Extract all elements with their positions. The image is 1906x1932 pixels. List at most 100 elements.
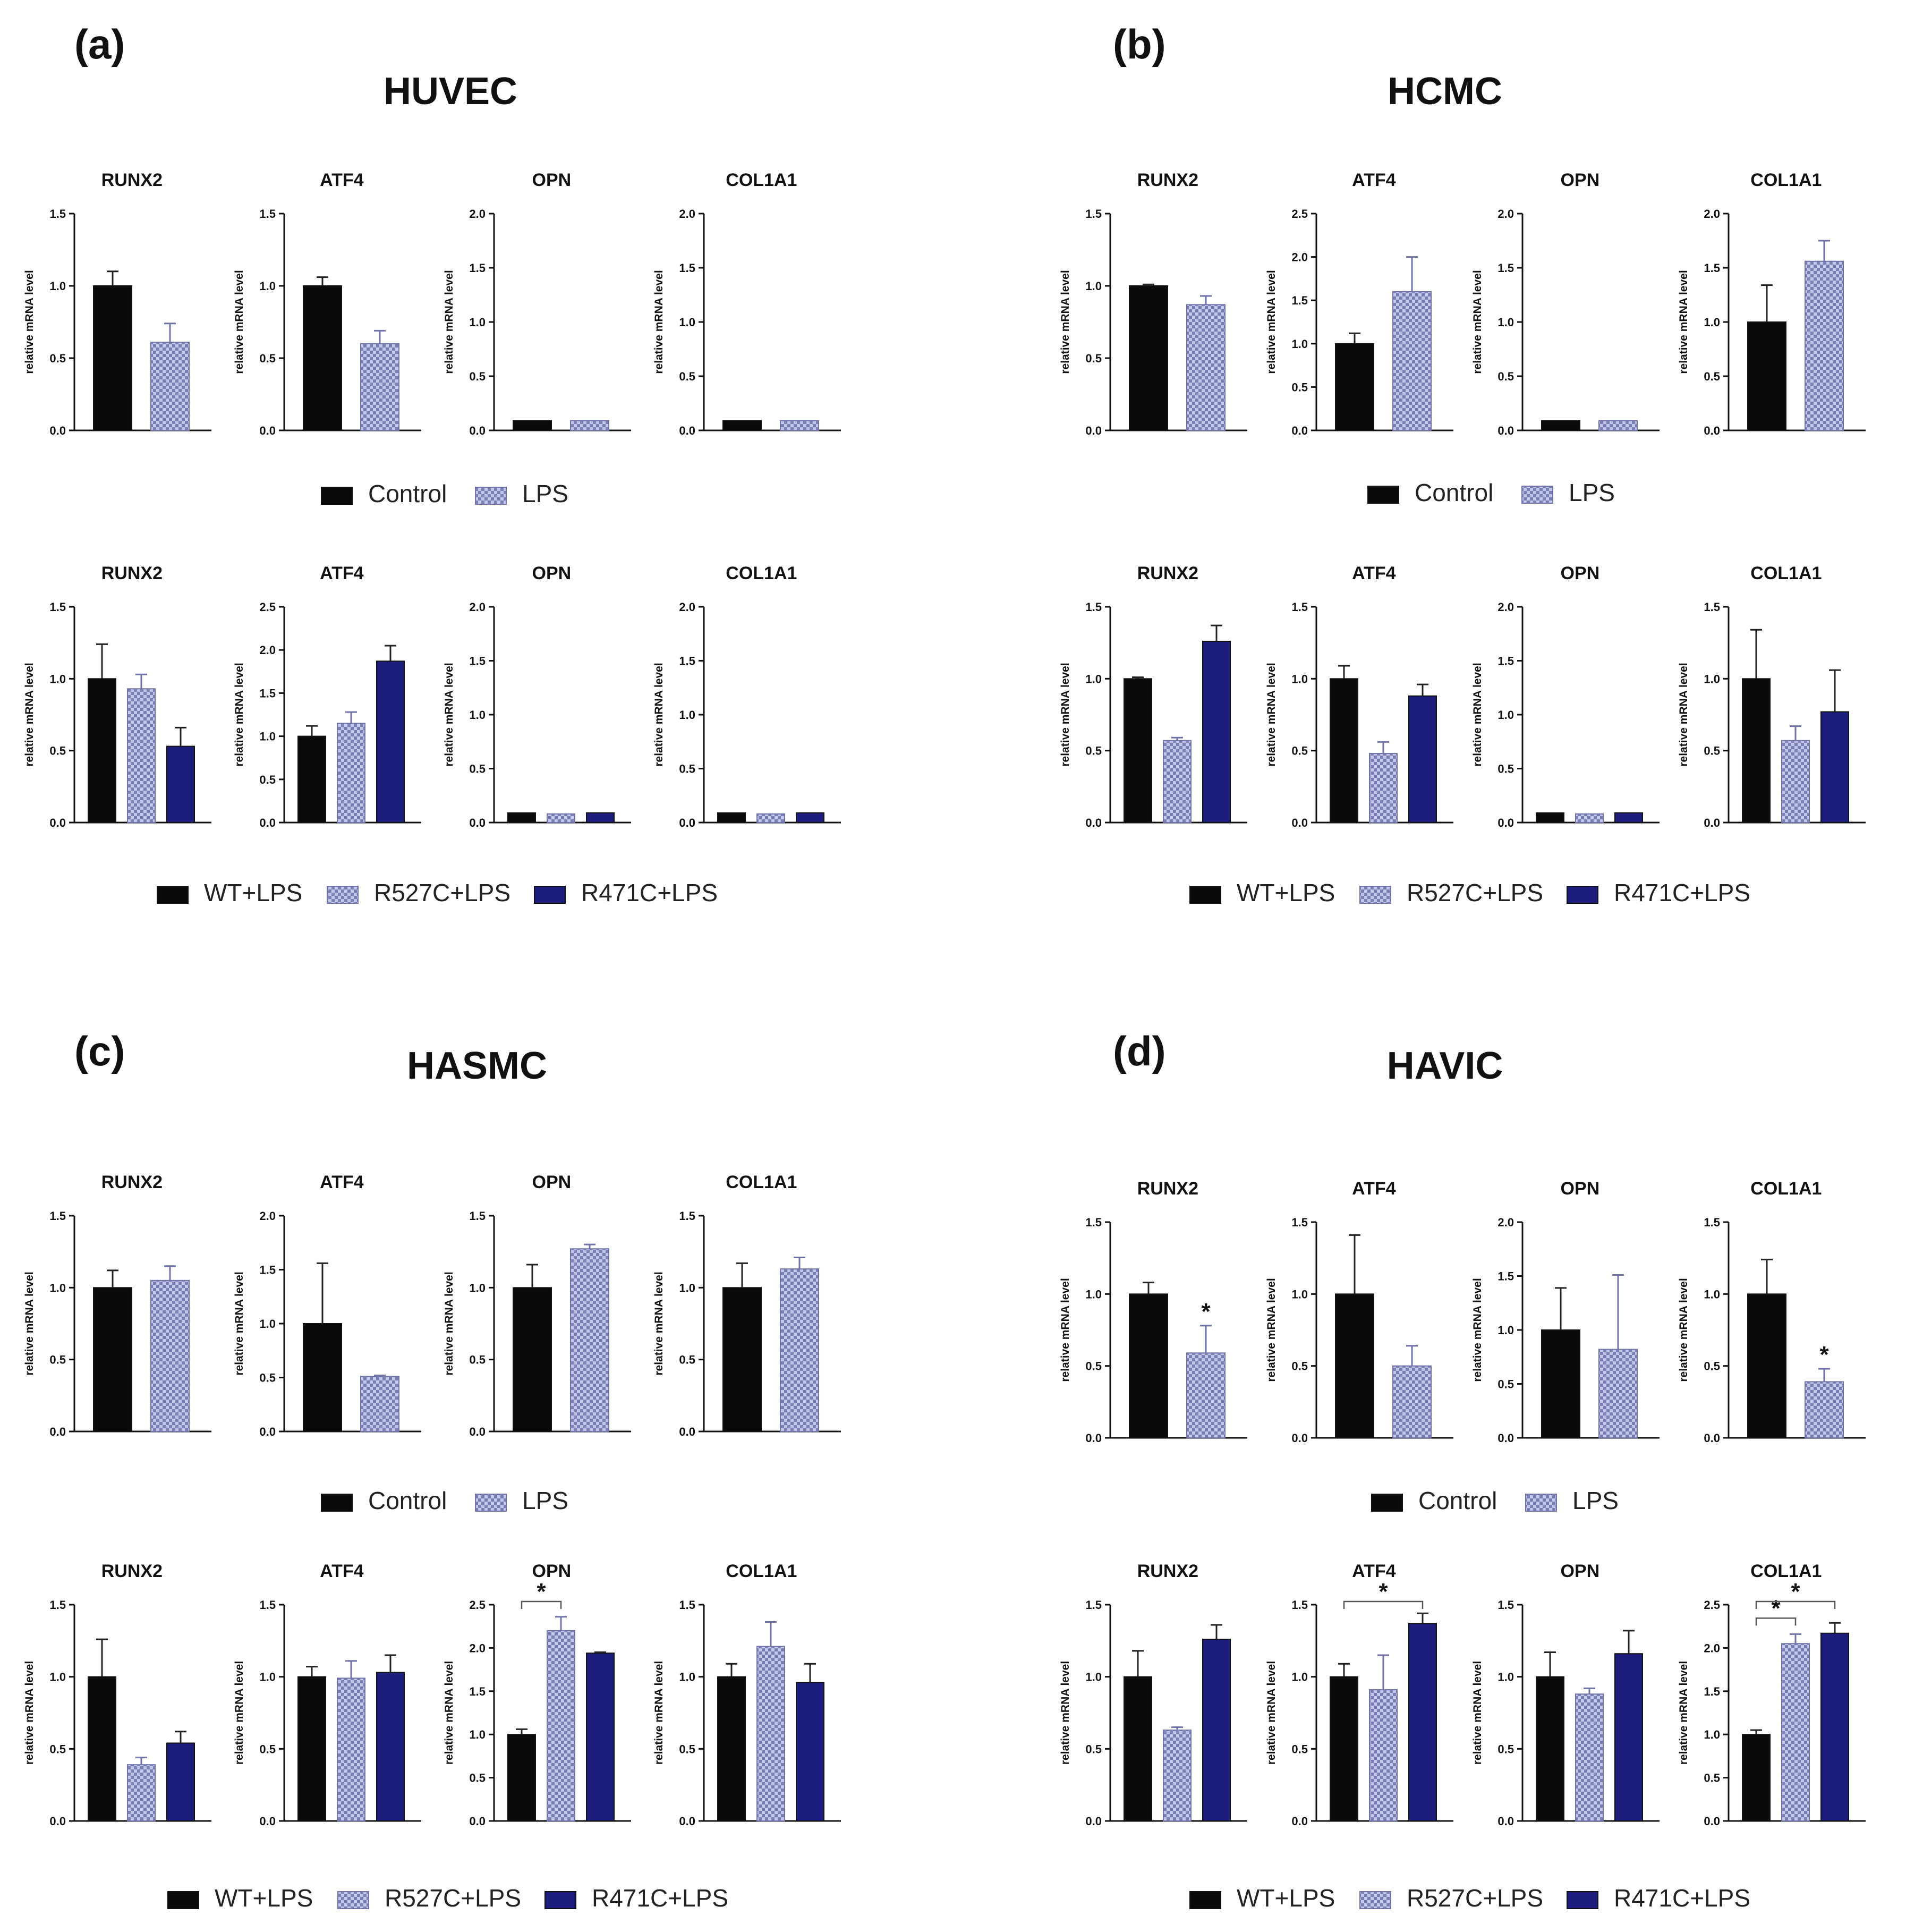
chart-title: RUNX2 bbox=[101, 1172, 163, 1192]
y-tick-label: 1.5 bbox=[259, 1598, 276, 1612]
chart-title: ATF4 bbox=[1352, 1179, 1396, 1199]
panel-label: (d) bbox=[1113, 1028, 1166, 1074]
y-tick-label: 0.0 bbox=[49, 1425, 66, 1438]
y-tick-label: 1.0 bbox=[259, 1671, 276, 1684]
y-tick-label: 1.5 bbox=[259, 207, 276, 221]
y-tick-label: 0.5 bbox=[49, 352, 66, 365]
significance-bracket bbox=[1343, 1600, 1424, 1609]
chart-title: ATF4 bbox=[320, 563, 364, 583]
panel-label: (c) bbox=[74, 1028, 125, 1074]
y-tick-label: 0.5 bbox=[679, 1742, 695, 1756]
y-tick-label: 0.0 bbox=[1291, 424, 1308, 437]
chart-title: RUNX2 bbox=[101, 170, 163, 190]
legend-label: R527C+LPS bbox=[385, 1884, 521, 1912]
chart-b2-ATF4: ATF4 relative mRNA level 0.0 0.5 1.0 1.5 bbox=[1265, 563, 1453, 829]
y-tick-label: 0.0 bbox=[1704, 424, 1720, 437]
bar-WT+LPS bbox=[297, 735, 326, 823]
y-axis-label: relative mRNA level bbox=[23, 270, 36, 374]
chart-title: COL1A1 bbox=[726, 1172, 797, 1192]
chart-title: COL1A1 bbox=[726, 1561, 797, 1581]
legend-swatch bbox=[544, 1891, 576, 1909]
legend-swatch bbox=[167, 1891, 199, 1909]
bar-R527C+LPS bbox=[1369, 753, 1398, 823]
legend-swatch bbox=[475, 487, 507, 505]
y-tick-label: 0.5 bbox=[679, 370, 695, 383]
y-tick-label: 0.0 bbox=[259, 1815, 276, 1828]
y-tick-label: 1.5 bbox=[679, 655, 695, 668]
y-tick-label: 1.5 bbox=[49, 600, 66, 614]
y-tick-label: 2.0 bbox=[469, 207, 486, 221]
legend-swatch bbox=[321, 1494, 353, 1512]
y-tick-label: 0.0 bbox=[1704, 816, 1720, 829]
y-tick-label: 0.5 bbox=[1497, 370, 1514, 383]
chart-d1-ATF4: ATF4 relative mRNA level 0.0 0.5 1.0 1.5 bbox=[1265, 1179, 1453, 1445]
bar-R471C+LPS bbox=[796, 1682, 824, 1822]
bar-R527C+LPS bbox=[1163, 1730, 1192, 1822]
y-tick-label: 0.5 bbox=[1085, 1742, 1102, 1756]
bar-R471C+LPS bbox=[166, 745, 195, 823]
bar-R527C+LPS bbox=[1163, 740, 1192, 823]
y-axis-label: relative mRNA level bbox=[23, 1272, 36, 1375]
y-axis-label: relative mRNA level bbox=[1471, 1278, 1484, 1382]
bar-Control bbox=[1335, 1293, 1374, 1438]
y-axis-label: relative mRNA level bbox=[1678, 663, 1690, 766]
chart-title: OPN bbox=[532, 170, 572, 190]
y-tick-label: 1.5 bbox=[1291, 294, 1308, 307]
y-tick-label: 1.5 bbox=[49, 207, 66, 221]
y-tick-label: 0.0 bbox=[259, 816, 276, 829]
y-axis-label: relative mRNA level bbox=[1265, 1661, 1278, 1765]
bar-WT+LPS bbox=[1124, 1676, 1152, 1822]
bar-LPS bbox=[150, 342, 190, 431]
chart-c2-RUNX2: RUNX2 relative mRNA level 0.0 0.5 1.0 1.5 bbox=[23, 1561, 211, 1828]
y-tick-label: 0.5 bbox=[469, 1772, 486, 1785]
chart-title: ATF4 bbox=[1352, 170, 1396, 190]
legend-d-bottom: WT+LPS R527C+LPS R471C+LPS bbox=[1189, 1884, 1750, 1912]
chart-title: OPN bbox=[532, 1172, 572, 1192]
significance-bracket bbox=[1755, 1617, 1797, 1626]
bar-R471C+LPS bbox=[1202, 1639, 1231, 1822]
y-tick-label: 2.0 bbox=[259, 1209, 276, 1223]
legend-label: LPS bbox=[522, 1487, 568, 1514]
y-axis-label: relative mRNA level bbox=[23, 663, 36, 766]
y-tick-label: 0.5 bbox=[469, 370, 486, 383]
y-tick-label: 0.0 bbox=[1497, 816, 1514, 829]
y-tick-label: 2.0 bbox=[1291, 251, 1308, 264]
y-tick-label: 0.5 bbox=[1085, 1360, 1102, 1373]
legend-label: LPS bbox=[522, 480, 568, 507]
y-tick-label: 1.0 bbox=[1085, 1671, 1102, 1684]
y-axis-label: relative mRNA level bbox=[443, 1272, 455, 1375]
bar-R527C+LPS bbox=[337, 723, 365, 823]
legend-swatch bbox=[475, 1494, 507, 1512]
y-axis-label: relative mRNA level bbox=[653, 663, 665, 766]
y-tick-label: 1.0 bbox=[1497, 316, 1514, 329]
bar-R527C+LPS bbox=[1575, 1693, 1604, 1821]
y-tick-label: 1.0 bbox=[49, 1281, 66, 1294]
y-tick-label: 1.0 bbox=[469, 1281, 486, 1294]
y-axis-label: relative mRNA level bbox=[1471, 663, 1484, 766]
chart-b1-RUNX2: RUNX2 relative mRNA level 0.0 0.5 1.0 1.5 bbox=[1059, 170, 1247, 437]
panel-title: HAVIC bbox=[1387, 1045, 1503, 1087]
bar-WT+LPS bbox=[1536, 812, 1564, 823]
y-tick-label: 0.5 bbox=[1291, 1742, 1308, 1756]
y-tick-label: 0.5 bbox=[49, 1742, 66, 1756]
y-tick-label: 1.0 bbox=[1704, 1728, 1720, 1741]
y-tick-label: 1.0 bbox=[469, 1728, 486, 1741]
y-tick-label: 0.0 bbox=[49, 816, 66, 829]
bar-R471C+LPS bbox=[166, 1742, 195, 1821]
bar-Control bbox=[513, 1287, 552, 1432]
y-tick-label: 1.0 bbox=[259, 279, 276, 293]
y-tick-label: 1.0 bbox=[679, 1671, 695, 1684]
bar-Control bbox=[303, 285, 342, 431]
bar-LPS bbox=[570, 1248, 609, 1433]
bar-WT+LPS bbox=[297, 1676, 326, 1822]
chart-c1-COL1A1: COL1A1 relative mRNA level 0.0 0.5 1.0 1.5 bbox=[653, 1172, 841, 1438]
y-axis-label: relative mRNA level bbox=[443, 1661, 455, 1765]
y-tick-label: 1.5 bbox=[679, 1598, 695, 1612]
y-tick-label: 2.0 bbox=[1704, 1641, 1720, 1655]
legend-label: Control bbox=[368, 1487, 447, 1514]
legend-label: R471C+LPS bbox=[1614, 879, 1750, 906]
legend-swatch bbox=[1189, 1891, 1221, 1909]
y-tick-label: 0.0 bbox=[1291, 1815, 1308, 1828]
y-tick-label: 1.0 bbox=[1085, 672, 1102, 685]
bar-Control bbox=[1129, 1293, 1168, 1438]
